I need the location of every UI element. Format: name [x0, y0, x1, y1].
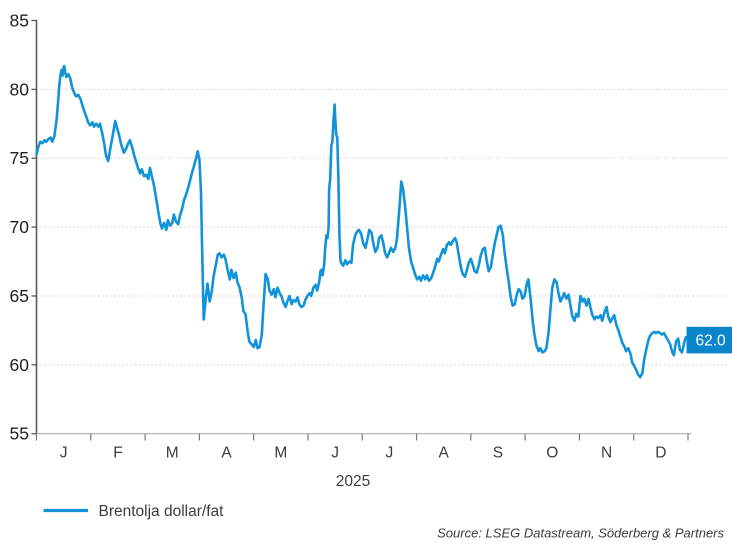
x-month-label: A — [221, 445, 232, 462]
y-tick-label: 75 — [10, 148, 29, 168]
x-month-label: D — [655, 445, 666, 462]
legend-label: Brentolja dollar/fat — [99, 503, 225, 520]
x-month-label: J — [386, 445, 394, 462]
legend: Brentolja dollar/fat — [43, 503, 225, 520]
x-month-label: F — [113, 445, 122, 462]
y-tick-label: 70 — [10, 217, 30, 237]
x-month-label: A — [439, 445, 450, 462]
price-line — [35, 64, 688, 379]
x-month-label: O — [546, 445, 558, 462]
y-tick-label: 85 — [10, 11, 29, 31]
axis-label-layer: 85 80 75 70 65 60 55 J F M A M J J A S O N D — [10, 11, 667, 462]
y-tick-label: 60 — [10, 355, 30, 375]
last-value-badge: 62.0 — [686, 326, 732, 354]
y-tick-label: 65 — [10, 286, 29, 306]
last-value-badge-box — [686, 326, 732, 354]
gridline-layer — [36, 88, 727, 366]
x-month-label: J — [60, 445, 68, 462]
x-month-label: N — [601, 445, 612, 462]
x-month-label: J — [331, 445, 339, 462]
y-tick-label: 80 — [10, 79, 30, 99]
x-month-label: M — [166, 445, 179, 462]
x-axis-year-label: 2025 — [336, 473, 370, 490]
source-attribution: Source: LSEG Datastream, Söderberg & Par… — [437, 526, 724, 541]
x-month-label: S — [493, 445, 503, 462]
last-value-badge-label: 62.0 — [696, 333, 727, 350]
y-tick-label: 55 — [10, 424, 29, 444]
axis-layer — [31, 19, 691, 441]
x-month-label: M — [274, 445, 287, 462]
series-layer — [35, 64, 688, 379]
